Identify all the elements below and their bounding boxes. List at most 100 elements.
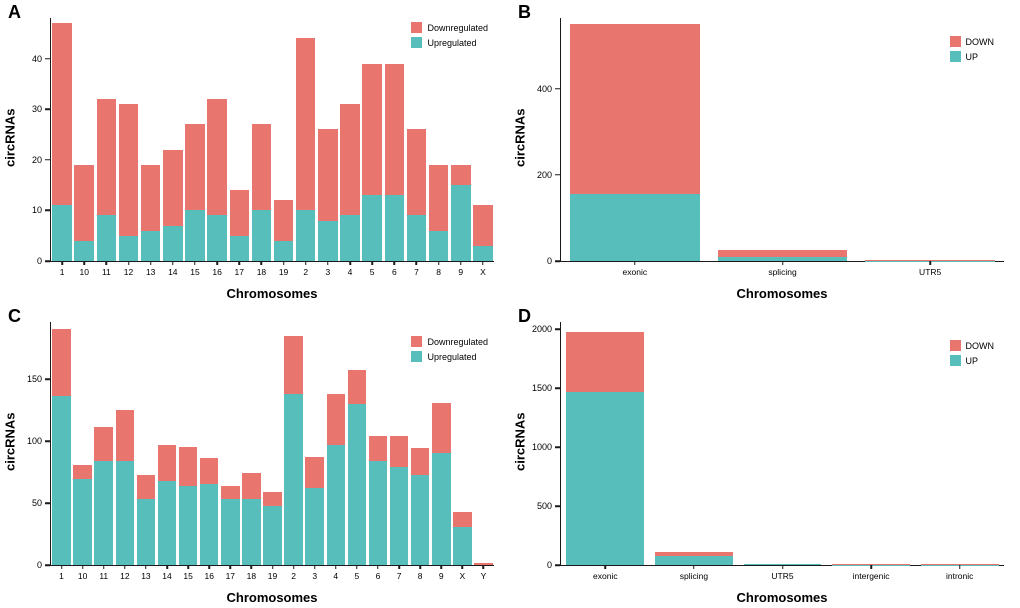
x-axis-tick-label: 14 bbox=[168, 267, 178, 277]
y-axis-tick bbox=[555, 88, 560, 90]
y-axis-tick-label: 40 bbox=[31, 53, 42, 64]
legend-item: Upregulated bbox=[411, 37, 488, 48]
x-axis-tick bbox=[634, 261, 636, 265]
x-axis-tick bbox=[870, 565, 872, 569]
x-axis-tick bbox=[145, 565, 147, 569]
bar-segment-up bbox=[242, 499, 261, 565]
x-axis-tick bbox=[781, 261, 784, 265]
legend-item: Upregulated bbox=[411, 351, 488, 362]
legend-item: DOWN bbox=[949, 36, 994, 47]
bar-segment-up bbox=[52, 205, 72, 261]
y-axis-tick bbox=[45, 502, 50, 504]
bar-15 bbox=[185, 124, 205, 261]
panel-letter-c: C bbox=[8, 306, 21, 326]
x-axis-tick-label: 4 bbox=[347, 267, 353, 277]
legend-item: DOWN bbox=[949, 340, 994, 351]
legend: DOWN UP bbox=[949, 340, 994, 366]
legend-swatch-up bbox=[949, 355, 961, 366]
x-axis-tick bbox=[482, 261, 484, 265]
legend-swatch-downregulated bbox=[411, 336, 423, 347]
y-axis-tick bbox=[555, 505, 560, 507]
x-axis-tick-label: X bbox=[480, 267, 486, 277]
x-axis-tick bbox=[127, 261, 130, 265]
x-axis-tick bbox=[349, 261, 351, 265]
bar-splicing bbox=[717, 250, 848, 261]
x-axis-tick-label: 7 bbox=[396, 571, 402, 581]
x-axis-tick bbox=[271, 565, 274, 569]
bar-3 bbox=[305, 457, 324, 565]
bar-14 bbox=[163, 149, 183, 261]
x-axis-tick-label: 5 bbox=[354, 571, 360, 581]
bar-segment-up bbox=[251, 210, 272, 261]
legend-label: Upregulated bbox=[427, 351, 477, 362]
y-axis-tick bbox=[45, 159, 50, 161]
bar-segment-up bbox=[305, 488, 324, 565]
bar-segment-up bbox=[473, 245, 493, 261]
x-axis-tick bbox=[260, 261, 263, 265]
x-axis-title-d: Chromosomes bbox=[736, 590, 828, 605]
x-axis-tick-label: 8 bbox=[436, 267, 441, 277]
x-axis-tick-label: 11 bbox=[101, 267, 111, 277]
x-axis-tick-label: 19 bbox=[278, 267, 289, 277]
legend-label: Downregulated bbox=[427, 22, 488, 33]
bar-segment-up bbox=[273, 240, 294, 261]
x-axis-tick bbox=[482, 565, 485, 569]
y-axis-title-c: circRNAs bbox=[2, 412, 18, 472]
bar-segment-up bbox=[566, 391, 645, 565]
bar-14 bbox=[157, 444, 177, 565]
bar-4 bbox=[340, 104, 360, 261]
x-axis-tick bbox=[398, 565, 400, 569]
x-axis-tick bbox=[335, 565, 337, 569]
x-axis-tick bbox=[419, 565, 421, 569]
bar-16 bbox=[199, 458, 219, 565]
x-axis-tick-label: splicing bbox=[768, 267, 797, 277]
legend-swatch-downregulated bbox=[411, 22, 423, 33]
x-axis-tick-label: 15 bbox=[190, 267, 200, 277]
x-axis-tick-label: intergenic bbox=[852, 571, 890, 581]
panel-letter-a: A bbox=[8, 2, 21, 22]
y-axis-tick-label: 30 bbox=[31, 104, 42, 115]
bar-4 bbox=[326, 393, 346, 565]
y-axis-tick bbox=[555, 174, 560, 176]
bar-9 bbox=[451, 164, 471, 261]
bar-18 bbox=[242, 473, 261, 565]
x-axis-tick-label: 16 bbox=[204, 571, 214, 581]
panel-b: B circRNAs 0 200 400 exonic splicing UTR5 DOWN… bbox=[510, 0, 1020, 304]
bar-segment-up bbox=[318, 220, 338, 261]
bar-segment-up bbox=[389, 467, 409, 565]
x-axis-tick-label: 1 bbox=[59, 267, 65, 277]
bar-8 bbox=[428, 164, 449, 261]
bar-10 bbox=[73, 464, 92, 565]
bar-segment-up bbox=[569, 194, 700, 261]
bar-X bbox=[473, 205, 493, 261]
legend: Downregulated Upregulated bbox=[411, 22, 488, 48]
y-axis-tick-label: 0 bbox=[36, 256, 42, 266]
bar-segment-up bbox=[717, 256, 848, 261]
bar-UTR5 bbox=[743, 563, 822, 565]
y-axis-tick-label: 200 bbox=[536, 169, 552, 180]
y-axis-tick-label: 1000 bbox=[531, 442, 552, 453]
x-axis-tick bbox=[250, 565, 253, 569]
y-axis-tick bbox=[555, 260, 560, 262]
bar-8 bbox=[410, 448, 430, 565]
x-axis-title-a: Chromosomes bbox=[226, 286, 318, 301]
x-axis-tick bbox=[208, 565, 210, 569]
bar-segment-up bbox=[178, 485, 198, 565]
x-axis-tick bbox=[415, 261, 418, 265]
bar-segment-up bbox=[368, 460, 388, 565]
legend-item: Downregulated bbox=[411, 22, 488, 33]
plot-area-a: 0 10 20 30 40 1 10 11 12 13 14 15 16 17 18 19 2 3 4 5 6 7 8 9 X D… bbox=[32, 18, 494, 277]
bar-segment-up bbox=[94, 460, 114, 565]
x-axis-tick bbox=[124, 565, 126, 569]
x-axis-tick-label: 16 bbox=[212, 267, 222, 277]
y-axis-tick bbox=[555, 564, 560, 566]
y-axis-tick-label: 1500 bbox=[531, 383, 552, 394]
x-axis-tick-label: 2 bbox=[291, 571, 296, 581]
x-axis-tick-label: 3 bbox=[312, 571, 318, 581]
bar-segment-up bbox=[96, 215, 117, 261]
x-axis-tick-label: 5 bbox=[369, 267, 375, 277]
bar-segment-up bbox=[229, 235, 249, 261]
x-axis-tick-label: intronic bbox=[945, 571, 974, 581]
x-axis-tick bbox=[461, 565, 464, 569]
